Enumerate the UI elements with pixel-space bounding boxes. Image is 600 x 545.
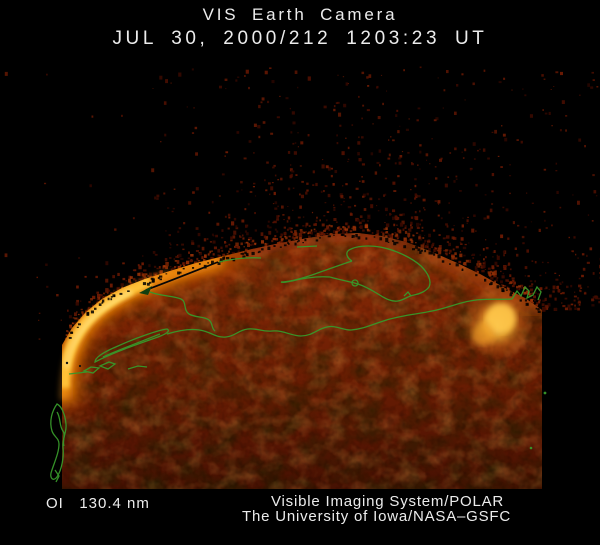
earth-disc [62,233,542,489]
page-title: VIS Earth Camera [202,5,398,24]
coastline-island-lowerleft [50,403,67,480]
map-dot [543,391,547,395]
coastline-islet [82,366,101,374]
coastline-segment [149,291,216,332]
coastline-segment [218,257,262,263]
coastline-segment [280,276,331,284]
map-dot [529,446,533,450]
dark-dot [78,364,82,368]
arrowhead-marker [139,286,152,295]
coastline-segment [56,411,65,447]
limb-crest-glow [222,233,411,264]
coastline-wiggle [403,291,412,297]
right-limb-glow [425,240,542,320]
credit-line-2: The University of Iowa/NASA–GSFC [242,508,512,525]
dark-dot [65,361,69,365]
timestamp: JUL 30, 2000/212 1203:23 UT [112,28,488,49]
coastline-main [166,298,513,338]
coastline-segment [102,333,161,358]
credit-line-1: Visible Imaging System/POLAR [271,493,505,510]
coastline-wiggle [351,279,359,287]
coastline-segment [296,245,318,248]
coastline-zigzag [511,285,542,301]
coastline-islet [98,361,117,370]
coastline-island [94,328,170,364]
coastline-segment [127,365,148,370]
aurora-spot-right [461,288,533,360]
coastline-island-loop [329,245,431,302]
terminator-line [65,261,219,368]
coastline-segment [68,371,88,375]
wavelength-label: OI 130.4 nm [46,495,150,512]
coastline-segment [54,469,60,483]
noise-speckles [4,66,600,341]
coastline-overlay [50,245,547,483]
